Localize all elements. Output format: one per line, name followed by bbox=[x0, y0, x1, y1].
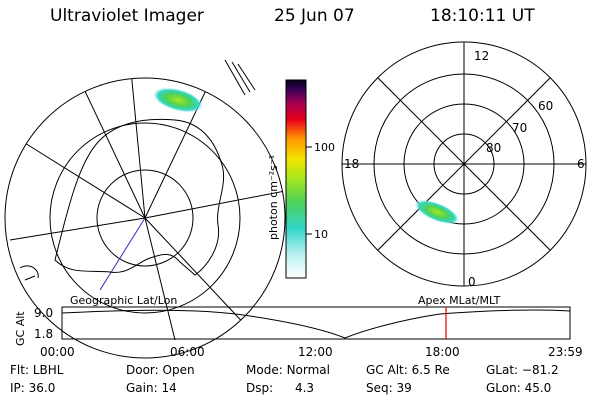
status-filter: Flt: LBHL bbox=[10, 363, 64, 377]
terminator-line bbox=[99, 217, 146, 291]
mlt-label-12: 12 bbox=[474, 49, 489, 63]
mlt-label-6: 6 bbox=[577, 157, 585, 171]
mlat-label-80: 80 bbox=[486, 141, 501, 155]
meridian-line bbox=[129, 78, 146, 219]
meridian-line bbox=[144, 217, 176, 341]
status-glon: GLon: 45.0 bbox=[486, 381, 552, 395]
timeline-y-label: GC Alt bbox=[14, 311, 27, 346]
map-edge-arcs bbox=[224, 59, 256, 96]
altitude-curve bbox=[61, 309, 571, 339]
colorbar-scale bbox=[285, 79, 307, 279]
status-glat: GLat: −81.2 bbox=[486, 363, 559, 377]
coastline-islands bbox=[19, 265, 39, 281]
meridian-line bbox=[144, 189, 285, 219]
time-label: 18:10:11 UT bbox=[430, 6, 535, 26]
polar-aurora-emission bbox=[414, 199, 460, 225]
meridian-line bbox=[74, 78, 146, 219]
geographic-map bbox=[4, 59, 286, 359]
mlt-label-18: 18 bbox=[344, 157, 359, 171]
polar-plot bbox=[341, 41, 587, 287]
meridian-line bbox=[19, 139, 146, 219]
timeline-x-tick-12: 12:00 bbox=[298, 345, 333, 359]
status-gain: Gain: 14 bbox=[126, 381, 177, 395]
colorbar-label-100: 100 bbox=[314, 141, 335, 154]
timeline-x-tick-18: 18:00 bbox=[425, 345, 460, 359]
altitude-timeline: Geographic Lat/Lon Apex MLat/MLT 9.0 1.8… bbox=[14, 294, 583, 359]
mlat-label-60: 60 bbox=[538, 99, 553, 113]
meridian-line bbox=[144, 78, 231, 219]
latitude-ring-inner bbox=[96, 169, 194, 267]
timeline-x-tick-0: 00:00 bbox=[40, 345, 75, 359]
latitude-ring-mid bbox=[49, 122, 241, 314]
timeline-right-title: Apex MLat/MLT bbox=[418, 294, 501, 307]
timeline-y-tick-1-8: 1.8 bbox=[34, 327, 53, 341]
aurora-emission bbox=[152, 87, 204, 113]
timeline-x-tick-6: 06:00 bbox=[170, 345, 205, 359]
timeline-x-tick-24: 23:59 bbox=[548, 345, 583, 359]
mlt-label-0: 0 bbox=[468, 275, 476, 289]
timeline-left-title: Geographic Lat/Lon bbox=[70, 294, 177, 307]
status-mode: Mode: Normal bbox=[246, 363, 330, 377]
colorbar-unit: photon cm⁻²s⁻¹ bbox=[267, 155, 280, 240]
meridian-line bbox=[9, 217, 146, 241]
timeline-y-tick-9: 9.0 bbox=[34, 306, 53, 320]
date-label: 25 Jun 07 bbox=[274, 6, 355, 26]
colorbar-label-10: 10 bbox=[314, 228, 328, 241]
status-ip: IP: 36.0 bbox=[10, 381, 56, 395]
status-dsp: Dsp: 4.3 bbox=[246, 381, 315, 395]
polar-axis-diagonal bbox=[377, 77, 551, 251]
status-door: Door: Open bbox=[126, 363, 195, 377]
meridian-line bbox=[144, 217, 251, 331]
instrument-title: Ultraviolet Imager bbox=[50, 6, 204, 26]
colorbar: 100 10 photon cm⁻²s⁻¹ bbox=[267, 79, 335, 279]
map-boundary bbox=[4, 77, 286, 359]
coastline bbox=[54, 118, 225, 276]
status-gc-alt: GC Alt: 6.5 Re bbox=[366, 363, 450, 377]
status-seq: Seq: 39 bbox=[366, 381, 412, 395]
mlat-label-70: 70 bbox=[512, 121, 527, 135]
timeline-frame bbox=[61, 306, 571, 340]
